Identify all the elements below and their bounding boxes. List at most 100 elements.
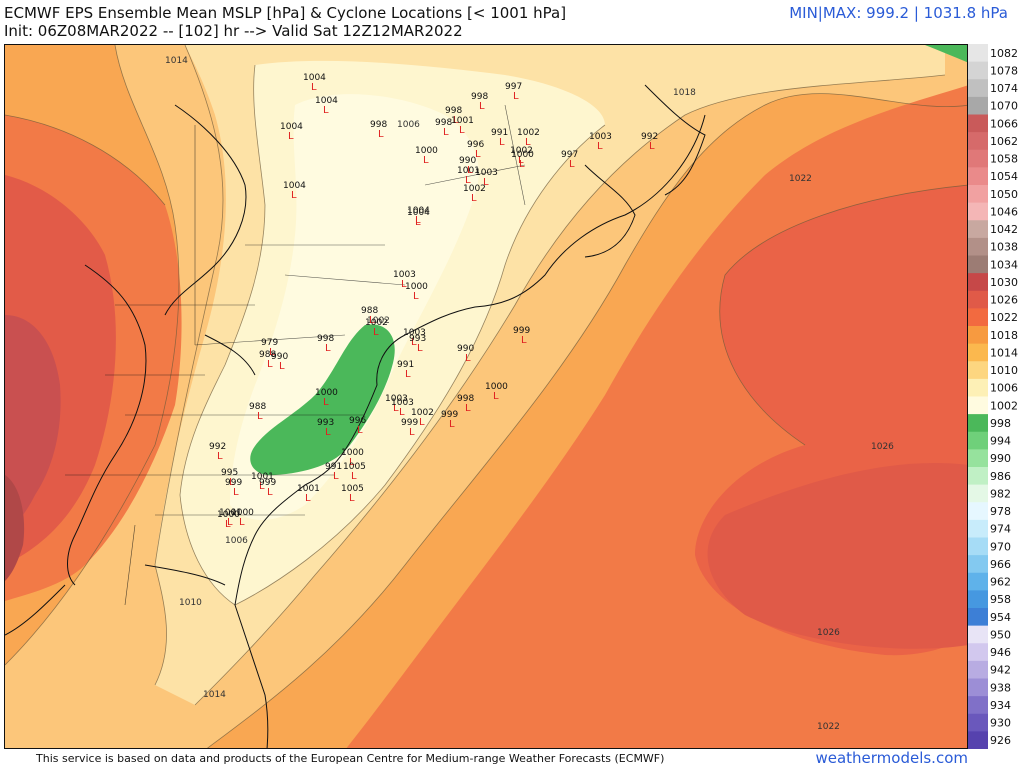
- cyclone-pressure-label: 1001: [297, 484, 320, 494]
- colorbar-swatch: [968, 290, 988, 309]
- cyclone-pressure-label: 1002: [463, 184, 486, 194]
- cyclone-low-marker: L: [597, 141, 603, 152]
- colorbar-label: 950: [990, 628, 1011, 641]
- cyclone-pressure-label: 991: [325, 462, 342, 472]
- cyclone-pressure-label: 998: [445, 106, 462, 116]
- colorbar-swatch: [968, 114, 988, 133]
- colorbar-label: 966: [990, 558, 1011, 571]
- colorbar-swatch: [968, 590, 988, 609]
- cyclone-pressure-label: 1000: [217, 510, 240, 520]
- cyclone-pressure-label: 1002: [365, 318, 388, 328]
- colorbar-label: 1018: [990, 329, 1018, 342]
- brand-link[interactable]: weathermodels.com: [815, 749, 968, 767]
- cyclone-low-marker: L: [217, 451, 223, 462]
- colorbar-label: 930: [990, 717, 1011, 730]
- cyclone-pressure-label: 1001: [451, 116, 474, 126]
- contour-label: 1022: [817, 722, 840, 732]
- cyclone-pressure-label: 979: [261, 338, 278, 348]
- cyclone-low-marker: L: [401, 279, 407, 290]
- cyclone-pressure-label: 1000: [405, 282, 428, 292]
- cyclone-low-marker: L: [475, 149, 481, 160]
- cyclone-pressure-label: 1001: [457, 166, 480, 176]
- cyclone-pressure-label: 1001: [251, 472, 274, 482]
- cyclone-pressure-label: 999: [225, 478, 242, 488]
- cyclone-low-marker: L: [393, 403, 399, 414]
- cyclone-low-marker: L: [465, 175, 471, 186]
- cyclone-pressure-label: 1003: [391, 398, 414, 408]
- cyclone-pressure-label: 1000: [341, 448, 364, 458]
- colorbar-label: 934: [990, 699, 1011, 712]
- cyclone-low-marker: L: [349, 457, 355, 468]
- contour-label: 1026: [871, 442, 894, 452]
- isobars: [5, 45, 967, 748]
- min-max-readout: MIN|MAX: 999.2 | 1031.8 hPa: [789, 4, 1008, 22]
- map-title: ECMWF EPS Ensemble Mean MSLP [hPa] & Cyc…: [4, 4, 567, 22]
- cyclone-pressure-label: 1004: [283, 181, 306, 191]
- cyclone-low-marker: L: [569, 159, 575, 170]
- cyclone-pressure-label: 1004: [280, 122, 303, 132]
- cyclone-pressure-label: 1003: [403, 328, 426, 338]
- cyclone-low-marker: L: [399, 407, 405, 418]
- colorbar-swatch: [968, 44, 988, 63]
- colorbar-swatch: [968, 660, 988, 679]
- colorbar-swatch: [968, 378, 988, 397]
- cyclone-pressure-label: 998: [317, 334, 334, 344]
- cyclone-low-marker: L: [373, 327, 379, 338]
- low-998: [250, 324, 395, 476]
- band-1002: [230, 94, 479, 520]
- cyclone-low-marker: L: [267, 487, 273, 498]
- colorbar-swatch: [968, 625, 988, 644]
- cyclone-low-marker: L: [409, 427, 415, 438]
- cyclone-low-marker: L: [288, 131, 294, 142]
- cyclone-low-marker: L: [357, 425, 363, 436]
- cyclone-low-marker: L: [465, 353, 471, 364]
- cyclone-low-marker: L: [349, 493, 355, 504]
- colorbar-swatch: [968, 273, 988, 292]
- cyclone-low-marker: L: [233, 487, 239, 498]
- cyclone-low-marker: L: [413, 291, 419, 302]
- low-ne-corner: [925, 45, 967, 63]
- cyclone-pressure-label: 1003: [589, 132, 612, 142]
- colorbar-swatch: [968, 167, 988, 186]
- cyclone-pressure-label: 990: [457, 344, 474, 354]
- colorbar-label: 994: [990, 435, 1011, 448]
- colorbar-swatch: [968, 608, 988, 627]
- cyclone-pressure-label: 1004: [315, 96, 338, 106]
- colorbar-label: 970: [990, 540, 1011, 553]
- colorbar-swatch: [968, 79, 988, 98]
- contour-label: 1006: [397, 120, 420, 130]
- cyclone-pressure-label: 992: [641, 132, 658, 142]
- cyclone-low-marker: L: [257, 411, 263, 422]
- colorbar-label: 942: [990, 664, 1011, 677]
- cyclone-pressure-label: 998: [471, 92, 488, 102]
- cyclone-pressure-label: 1003: [475, 168, 498, 178]
- coastlines: [5, 84, 706, 748]
- colorbar-label: 1026: [990, 294, 1018, 307]
- cyclone-low-marker: L: [269, 347, 275, 358]
- contour-label: 1006: [225, 536, 248, 546]
- colorbar-swatch: [968, 132, 988, 151]
- band-1034-west: [5, 475, 25, 581]
- cyclone-low-marker: L: [518, 155, 524, 166]
- colorbar-swatch: [968, 502, 988, 521]
- cyclone-low-marker: L: [311, 82, 317, 93]
- colorbar-swatch: [968, 678, 988, 697]
- cyclone-pressure-label: 993: [409, 334, 426, 344]
- contour-label: 1014: [165, 56, 188, 66]
- colorbar-label: 1002: [990, 399, 1018, 412]
- cyclone-low-marker: L: [453, 115, 459, 126]
- cyclone-pressure-label: 1002: [411, 408, 434, 418]
- cyclone-pressure-label: 993: [317, 418, 334, 428]
- colorbar-label: 1066: [990, 117, 1018, 130]
- contour-label: 1002: [367, 316, 390, 326]
- colorbar-label: 974: [990, 523, 1011, 536]
- cyclone-pressure-label: 998: [457, 394, 474, 404]
- init-valid-time: Init: 06Z08MAR2022 -- [102] hr --> Valid…: [4, 22, 463, 40]
- cyclone-low-marker: L: [521, 335, 527, 346]
- cyclone-low-marker: L: [279, 361, 285, 372]
- cyclone-pressure-label: 995: [221, 468, 238, 478]
- cyclone-pressure-label: 990: [459, 156, 476, 166]
- cyclone-low-marker: L: [405, 369, 411, 380]
- colorbar-label: 954: [990, 611, 1011, 624]
- colorbar-swatch: [968, 537, 988, 556]
